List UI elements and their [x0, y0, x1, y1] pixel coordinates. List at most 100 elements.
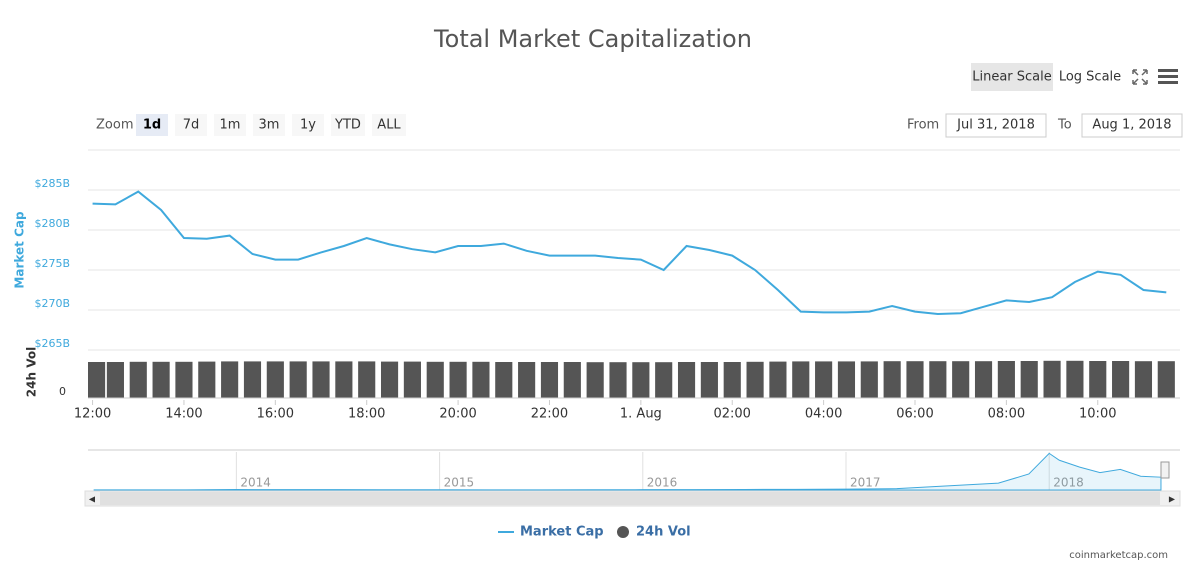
- y-tick-label: $280B: [34, 217, 70, 230]
- volume-bar: [472, 361, 490, 398]
- x-tick-label: 14:00: [165, 407, 202, 422]
- volume-bar: [175, 361, 193, 398]
- line: [92, 190, 1167, 316]
- volume-bar: [655, 362, 673, 398]
- legend-label[interactable]: Market Cap: [520, 525, 604, 540]
- navigator-tick-label: 2014: [240, 476, 271, 490]
- x-tick-label: 20:00: [439, 407, 476, 422]
- volume-bar: [700, 362, 718, 398]
- volume-bar: [1112, 361, 1130, 398]
- volume-bar: [815, 361, 833, 398]
- volume-bar: [358, 361, 376, 398]
- zoom-button[interactable]: [331, 114, 365, 136]
- y-tick-label: $285B: [34, 177, 70, 190]
- zoom-label: Zoom: [96, 118, 133, 133]
- volume-bar: [518, 362, 536, 398]
- from-input[interactable]: [945, 113, 1047, 138]
- from-label: From: [907, 118, 939, 133]
- volume-bar: [289, 361, 307, 398]
- volume-bar: [792, 361, 810, 398]
- to-value[interactable]: Aug 1, 2018: [1092, 118, 1171, 133]
- volume-bar: [243, 361, 262, 398]
- volume-bar: [1134, 361, 1153, 398]
- scale-button[interactable]: [971, 63, 1053, 91]
- x-tick-label: 08:00: [988, 407, 1025, 422]
- volume-bar: [312, 361, 330, 398]
- scale-button-label[interactable]: Log Scale: [1059, 70, 1121, 85]
- volume-bar: [563, 362, 581, 398]
- volume-bar: [1089, 361, 1107, 398]
- credit: coinmarketcap.com: [1069, 550, 1168, 561]
- volume-bar: [837, 361, 856, 398]
- legend-swatch: [617, 526, 629, 538]
- fullscreen-icon[interactable]: [1132, 69, 1148, 85]
- volume-bar: [974, 361, 993, 398]
- x-tick-label: 16:00: [257, 407, 294, 422]
- volume-bar: [152, 361, 170, 398]
- volume-bar: [632, 362, 650, 398]
- zoom-button[interactable]: [214, 114, 246, 136]
- volume-bar: [335, 361, 353, 398]
- volume-bar: [906, 361, 924, 398]
- y-axis-title: Market Cap: [13, 211, 27, 289]
- scale-button-label[interactable]: Linear Scale: [972, 70, 1052, 85]
- volume-bar: [198, 361, 216, 398]
- x-tick-label: 02:00: [713, 407, 750, 422]
- legend-label[interactable]: 24h Vol: [636, 525, 691, 540]
- volume-bar: [929, 361, 947, 398]
- navigator-area: [93, 452, 1162, 491]
- volume-bar: [746, 361, 764, 398]
- to-label: To: [1057, 118, 1072, 133]
- navigator-tick-label: 2015: [444, 476, 475, 490]
- volume-bar: [495, 362, 513, 398]
- navigator-handle[interactable]: [1160, 461, 1170, 479]
- scroll-left[interactable]: ◀: [89, 495, 96, 504]
- volume-bar: [449, 361, 467, 398]
- zoom-button-label[interactable]: 1y: [300, 118, 316, 133]
- zoom-button-label[interactable]: ALL: [377, 118, 401, 133]
- volume-bar: [1066, 360, 1084, 398]
- zoom-button[interactable]: [175, 114, 207, 136]
- from-value[interactable]: Jul 31, 2018: [956, 118, 1035, 133]
- zoom-button[interactable]: [253, 114, 285, 136]
- zoom-button[interactable]: [136, 114, 168, 136]
- navigator-tick-label: 2016: [647, 476, 678, 490]
- volume-bar: [221, 361, 239, 398]
- volume-bar: [403, 361, 421, 398]
- volume-bar: [426, 361, 444, 398]
- scrollbar-thumb[interactable]: [100, 492, 1160, 505]
- zoom-button-label[interactable]: 1m: [220, 118, 241, 133]
- volume-bar: [88, 362, 106, 398]
- y-tick-label: $270B: [34, 297, 70, 310]
- zoom-button-label[interactable]: 3m: [259, 118, 280, 133]
- zoom-button[interactable]: [292, 114, 324, 136]
- volume-bar: [952, 361, 970, 398]
- volume-bar: [677, 362, 696, 398]
- chart-title: Total Market Capitalization: [433, 25, 752, 53]
- to-input[interactable]: [1081, 113, 1183, 138]
- volume-bar: [380, 361, 399, 398]
- volume-bar: [540, 362, 559, 398]
- zoom-button[interactable]: [372, 114, 406, 136]
- menu-icon[interactable]: [1158, 69, 1178, 84]
- y-tick-label: $275B: [34, 257, 70, 270]
- volume-bar: [997, 361, 1015, 398]
- x-tick-label: 10:00: [1079, 407, 1116, 422]
- volume-bar: [1157, 361, 1175, 398]
- y-axis-title: 24h Vol: [25, 347, 39, 397]
- zoom-button-label[interactable]: 1d: [143, 118, 161, 133]
- scroll-right[interactable]: ▶: [1169, 495, 1176, 504]
- y-tick-label: 0: [59, 385, 66, 398]
- zoom-button-label[interactable]: 7d: [183, 118, 200, 133]
- volume-bar: [723, 362, 741, 398]
- volume-bar: [106, 362, 124, 398]
- zoom-button-label[interactable]: YTD: [334, 118, 361, 133]
- volume-bar: [769, 361, 787, 398]
- x-tick-label: 04:00: [805, 407, 842, 422]
- volume-bar: [586, 362, 604, 398]
- volume-bar: [883, 361, 901, 398]
- volume-bar: [129, 361, 147, 398]
- volume-bar: [1020, 361, 1038, 398]
- volume-bar: [860, 361, 878, 398]
